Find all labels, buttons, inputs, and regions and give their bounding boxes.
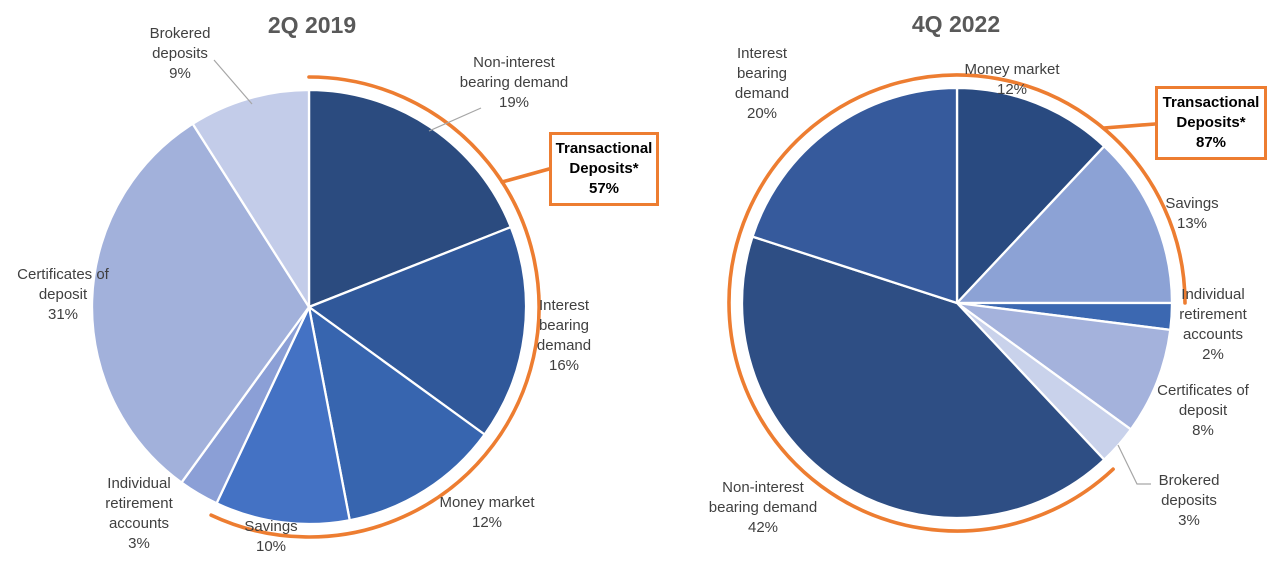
callout-connector-line	[500, 167, 551, 184]
pie-slice-non-interest-bearing-demand	[307, 88, 512, 309]
pie-slice-interest-bearing-demand	[307, 225, 528, 436]
slice-percent: 31%	[47, 306, 79, 323]
slice-label-non-interest-bearing-demand: Non-interest bearing demand 42%	[705, 478, 821, 538]
pie-slice-savings	[215, 305, 351, 526]
chart-title: 2Q 2019	[267, 12, 357, 38]
slice-percent: 13%	[1176, 215, 1208, 232]
slice-percent: 2%	[1202, 346, 1224, 363]
pie-slice-brokered-deposits	[191, 88, 311, 309]
slice-label-non-interest-bearing-demand: Non-interest bearing demand 19%	[456, 53, 572, 113]
pie-slice-savings	[955, 145, 1174, 305]
slice-label-text: Individual retirement accounts	[105, 475, 173, 532]
slice-percent: 8%	[1192, 422, 1214, 439]
slice-label-savings: Savings 10%	[221, 517, 321, 557]
slice-label-text: Interest bearing demand	[734, 45, 790, 102]
leader-line	[213, 59, 253, 105]
slice-label-individual-retirement-accounts: Individual retirement accounts 2%	[1157, 285, 1269, 365]
slice-percent: 3%	[1178, 512, 1200, 529]
slice-label-interest-bearing-demand: Interest bearing demand 16%	[519, 296, 609, 376]
callout-label: Transactional Deposits*	[555, 140, 653, 177]
pie-slice-money-market	[307, 305, 486, 522]
slice-label-text: Certificates of deposit	[1157, 382, 1249, 419]
slice-percent: 12%	[471, 514, 503, 531]
pie-slice-certificates-of-deposit	[90, 122, 311, 484]
slice-label-certificates-of-deposit: Certificates of deposit 31%	[2, 265, 124, 325]
pie-slice-interest-bearing-demand	[751, 86, 959, 305]
slice-label-text: Money market	[964, 61, 1060, 78]
slice-label-individual-retirement-accounts: Individual retirement accounts 3%	[84, 474, 194, 554]
slice-label-brokered-deposits: Brokered deposits 3%	[1139, 471, 1239, 531]
slice-label-text: Money market	[439, 494, 535, 511]
slice-percent: 19%	[498, 94, 530, 111]
slice-label-text: Individual retirement accounts	[1179, 286, 1247, 343]
callout-connector-line	[1102, 122, 1157, 130]
slice-percent: 20%	[746, 105, 778, 122]
slice-percent: 16%	[548, 357, 580, 374]
slice-percent: 42%	[747, 519, 779, 536]
transactional-deposits-callout: Transactional Deposits* 57%	[549, 132, 659, 206]
callout-value: 57%	[588, 180, 620, 197]
slice-label-savings: Savings 13%	[1142, 194, 1242, 234]
slice-percent: 10%	[255, 538, 287, 555]
pie-slice-non-interest-bearing-demand	[740, 235, 1106, 520]
slice-label-text: Savings	[1165, 195, 1219, 212]
pie-slice-certificates-of-deposit	[955, 301, 1172, 431]
leader-line	[1117, 444, 1151, 485]
leader-line	[428, 107, 482, 132]
slice-label-text: Certificates of deposit	[17, 266, 109, 303]
transactional-deposits-callout: Transactional Deposits* 87%	[1155, 86, 1267, 160]
callout-label: Transactional Deposits*	[1162, 94, 1260, 131]
pie-slice-money-market	[955, 86, 1106, 305]
slice-percent: 12%	[996, 81, 1028, 98]
slice-label-text: Non-interest bearing demand	[708, 479, 818, 516]
slice-label-brokered-deposits: Brokered deposits 9%	[130, 24, 230, 84]
chart-title: 4Q 2022	[911, 11, 1001, 37]
slice-label-money-market: Money market 12%	[417, 493, 557, 533]
slice-percent: 3%	[128, 535, 150, 552]
transactional-deposits-arc	[209, 75, 541, 539]
slice-label-money-market: Money market 12%	[937, 60, 1087, 100]
slice-label-text: Brokered deposits	[1158, 472, 1220, 509]
slice-label-text: Non-interest bearing demand	[459, 54, 569, 91]
slice-label-certificates-of-deposit: Certificates of deposit 8%	[1142, 381, 1264, 441]
callout-value: 87%	[1195, 134, 1227, 151]
slice-percent: 9%	[169, 65, 191, 82]
slice-label-text: Interest bearing demand	[536, 297, 592, 354]
slice-label-text: Brokered deposits	[149, 25, 211, 62]
slice-label-text: Savings	[244, 518, 298, 535]
slice-label-interest-bearing-demand: Interest bearing demand 20%	[716, 44, 808, 124]
